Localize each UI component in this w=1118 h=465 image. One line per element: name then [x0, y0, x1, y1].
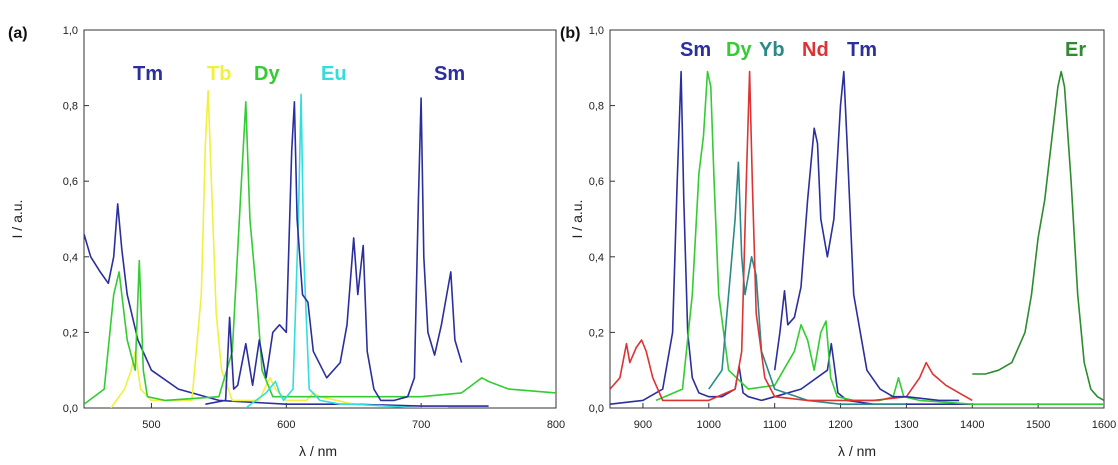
y-tick-label: 0,0	[63, 403, 78, 415]
y-tick-label: 1,0	[63, 25, 78, 37]
x-tick-label: 700	[412, 419, 430, 431]
y-tick-label: 0,6	[589, 176, 604, 188]
series-label-nd: Nd	[802, 39, 829, 61]
series-label-eu: Eu	[321, 63, 347, 85]
plot-frame	[83, 29, 557, 409]
panel-b: 0,0 0,2 0,4 0,6 0,8 1,0 900 1000 1100 1200 1300 140…	[560, 25, 1116, 459]
x-tick-label: 1500	[1026, 419, 1050, 431]
x-tick-label: 500	[142, 419, 160, 431]
series-label-sm: Sm	[680, 39, 711, 61]
series-label-yb: Yb	[759, 39, 785, 61]
y-tick-label: 0,4	[63, 252, 78, 264]
x-tick-label: 1200	[828, 419, 852, 431]
series-line-yb	[708, 161, 907, 406]
series-label-er: Er	[1065, 39, 1086, 61]
x-tick-label: 1300	[894, 419, 918, 431]
y-tick-label: 0,8	[589, 101, 604, 113]
panel-label: (b)	[560, 25, 580, 42]
x-tick-label: 800	[547, 419, 565, 431]
series-line-tm	[84, 203, 489, 407]
y-tick-label: 1,0	[589, 25, 604, 37]
series-line-tb	[110, 89, 354, 408]
series-label-dy: Dy	[726, 39, 752, 61]
plot-frame	[609, 29, 1105, 409]
series-line-dy	[84, 101, 556, 405]
x-axis-label: λ / nm	[838, 443, 876, 459]
series-line-tm	[773, 70, 960, 402]
series-line-dy	[655, 70, 1104, 406]
series-line-eu	[245, 93, 449, 408]
y-tick-label: 0,2	[589, 327, 604, 339]
x-tick-label: 600	[277, 419, 295, 431]
series-line-nd	[610, 70, 973, 402]
panel-label: (a)	[8, 25, 28, 42]
y-tick-label: 0,6	[63, 176, 78, 188]
x-tick-label: 1000	[697, 419, 721, 431]
panel-a: 0,0 0,2 0,4 0,6 0,8 1,0 500 600 700 800 λ / nm I / …	[8, 25, 565, 459]
series-label-dy: Dy	[254, 63, 280, 85]
x-tick-label: 1100	[763, 419, 787, 431]
x-axis-label: λ / nm	[299, 443, 337, 459]
x-tick-label: 900	[634, 419, 652, 431]
y-axis-label: I / a.u.	[569, 200, 585, 239]
series-line-sm	[205, 97, 463, 405]
y-tick-label: 0,4	[589, 252, 604, 264]
x-tick-label: 1600	[1092, 419, 1116, 431]
y-tick-label: 0,8	[63, 101, 78, 113]
y-axis-label: I / a.u.	[9, 200, 25, 239]
y-tick-label: 0,0	[589, 403, 604, 415]
x-tick-label: 1400	[960, 419, 984, 431]
series-label-tm: Tm	[133, 63, 163, 85]
series-line-er	[972, 70, 1104, 402]
y-tick-label: 0,2	[63, 327, 78, 339]
series-label-tb: Tb	[207, 63, 231, 85]
series-label-tm: Tm	[847, 39, 877, 61]
series-label-sm: Sm	[434, 63, 465, 85]
series-line-sm	[610, 70, 973, 406]
